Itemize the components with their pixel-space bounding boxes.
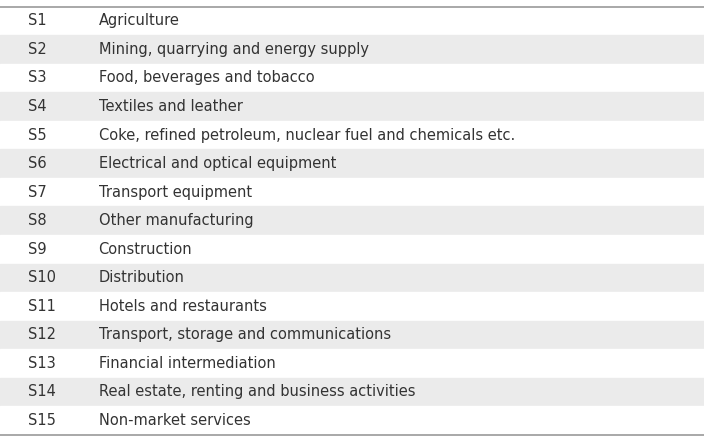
Bar — [0, 264, 704, 292]
Text: Other manufacturing: Other manufacturing — [99, 213, 253, 228]
Bar — [0, 121, 704, 149]
Text: Transport equipment: Transport equipment — [99, 185, 252, 200]
Text: S3: S3 — [28, 70, 46, 85]
Text: Financial intermediation: Financial intermediation — [99, 356, 275, 371]
Text: S11: S11 — [28, 299, 56, 314]
Text: Food, beverages and tobacco: Food, beverages and tobacco — [99, 70, 314, 85]
Text: S10: S10 — [28, 271, 56, 285]
Text: Electrical and optical equipment: Electrical and optical equipment — [99, 156, 336, 171]
Bar — [0, 406, 704, 435]
Bar — [0, 321, 704, 349]
Text: S14: S14 — [28, 385, 56, 399]
Bar — [0, 64, 704, 92]
Text: Hotels and restaurants: Hotels and restaurants — [99, 299, 266, 314]
Text: S5: S5 — [28, 128, 46, 142]
Bar — [0, 35, 704, 64]
Text: Distribution: Distribution — [99, 271, 184, 285]
Text: Textiles and leather: Textiles and leather — [99, 99, 242, 114]
Text: Transport, storage and communications: Transport, storage and communications — [99, 327, 391, 342]
Text: S2: S2 — [28, 42, 47, 57]
Text: S12: S12 — [28, 327, 56, 342]
Bar — [0, 149, 704, 178]
Text: Coke, refined petroleum, nuclear fuel and chemicals etc.: Coke, refined petroleum, nuclear fuel an… — [99, 128, 515, 142]
Text: S9: S9 — [28, 242, 46, 257]
Bar — [0, 235, 704, 264]
Text: S1: S1 — [28, 14, 46, 28]
Text: Mining, quarrying and energy supply: Mining, quarrying and energy supply — [99, 42, 369, 57]
Text: S8: S8 — [28, 213, 46, 228]
Text: S7: S7 — [28, 185, 47, 200]
Bar — [0, 378, 704, 406]
Text: Agriculture: Agriculture — [99, 14, 180, 28]
Text: S13: S13 — [28, 356, 56, 371]
Text: S4: S4 — [28, 99, 46, 114]
Bar — [0, 349, 704, 378]
Text: Construction: Construction — [99, 242, 192, 257]
Bar — [0, 178, 704, 206]
Text: Non-market services: Non-market services — [99, 413, 251, 428]
Bar — [0, 206, 704, 235]
Bar — [0, 7, 704, 35]
Text: S15: S15 — [28, 413, 56, 428]
Text: Real estate, renting and business activities: Real estate, renting and business activi… — [99, 385, 415, 399]
Text: S6: S6 — [28, 156, 46, 171]
Bar — [0, 292, 704, 321]
Bar — [0, 92, 704, 121]
